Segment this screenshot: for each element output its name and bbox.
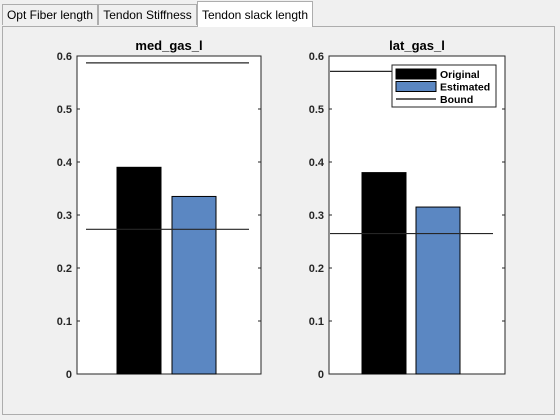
y-tick-label: 0.3 (57, 210, 72, 222)
tab-opt-fiber-length[interactable]: Opt Fiber length (2, 4, 98, 25)
legend-swatch-estimated (395, 81, 437, 92)
legend-label-bound: Bound (440, 94, 473, 106)
y-tick-label: 0.6 (57, 51, 72, 63)
bar-original (361, 172, 407, 375)
legend-label-original: Original (440, 69, 480, 81)
legend-swatch-original (395, 68, 437, 80)
y-tick-label: 0.1 (309, 316, 324, 328)
tab-tendon-stiffness[interactable]: Tendon Stiffness (98, 4, 197, 25)
y-tick-label: 0.5 (57, 104, 72, 116)
y-tick-label: 0.3 (309, 210, 324, 222)
chart-title: med_gas_l (135, 38, 202, 53)
bar-estimated (171, 195, 217, 375)
chart-title: lat_gas_l (389, 38, 445, 53)
y-tick-label: 0 (66, 369, 72, 381)
tab-tendon-slack-length[interactable]: Tendon slack length (197, 1, 313, 27)
legend-label-estimated: Estimated (440, 82, 490, 94)
y-tick-label: 0.4 (57, 157, 73, 169)
tab-bar: Opt Fiber length Tendon Stiffness Tendon… (0, 0, 560, 27)
y-tick-label: 0.2 (309, 263, 324, 275)
axes-box (76, 55, 262, 375)
bar-original (116, 166, 162, 375)
chart-1: lat_gas_l 0 0.1 0.2 0.3 0.4 0.5 0.6 OriginalEsti… (309, 38, 506, 381)
y-tick-label: 0.2 (57, 263, 72, 275)
y-tick-label: 0.5 (309, 104, 324, 116)
y-tick-label: 0.4 (309, 157, 325, 169)
y-tick-label: 0 (318, 369, 324, 381)
y-tick-label: 0.6 (309, 51, 324, 63)
y-tick-label: 0.1 (57, 316, 72, 328)
chart-0: med_gas_l 0 0.1 0.2 0.3 0.4 0.5 0.6 (57, 38, 262, 381)
bar-estimated (415, 206, 461, 375)
